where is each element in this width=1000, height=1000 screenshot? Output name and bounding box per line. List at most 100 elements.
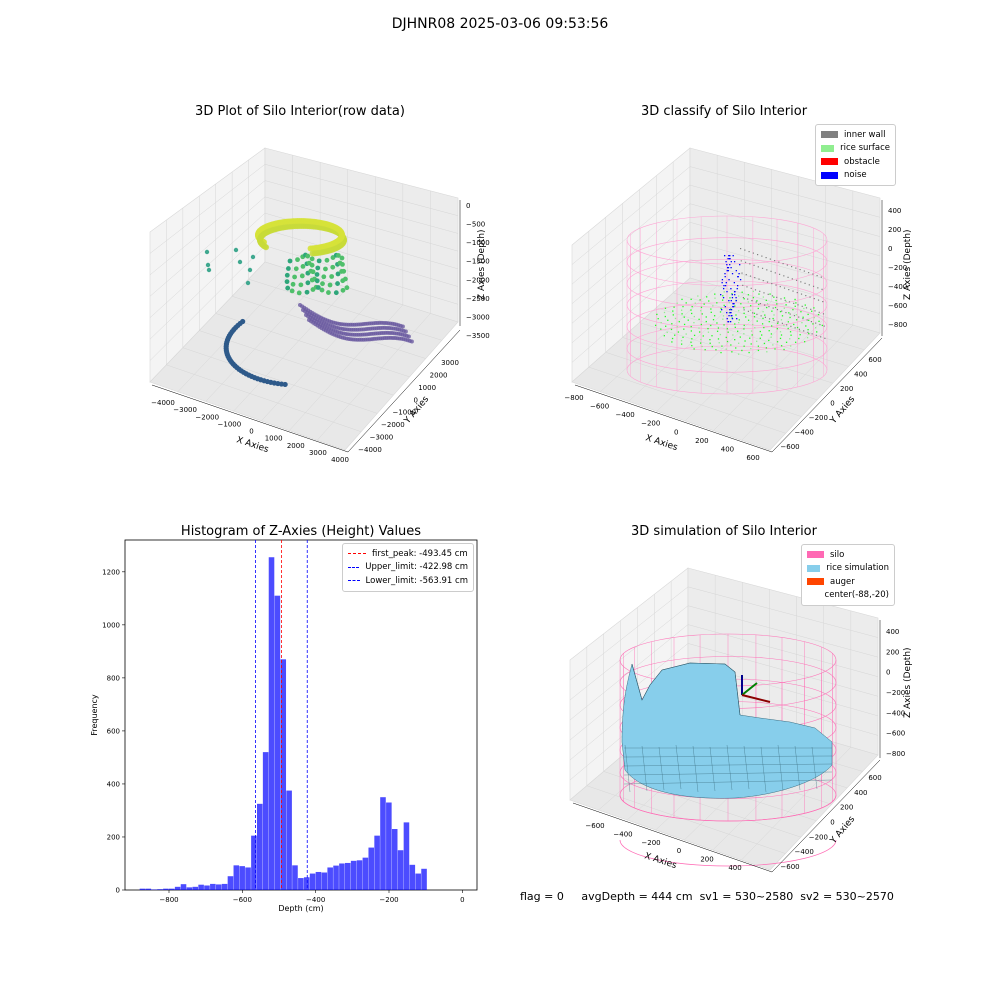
point: [777, 321, 779, 323]
point: [237, 259, 243, 265]
point: [731, 351, 733, 353]
point: [779, 310, 782, 313]
histogram-y-ticks: 0 200 400 600 800 1000 1200: [102, 568, 125, 895]
y-tick-label: 200: [840, 385, 853, 393]
grid-classify: [571, 155, 881, 441]
x-tick-label: −200: [641, 420, 660, 428]
center-axes-glyph: [741, 675, 771, 703]
y-tick-label: 2000: [430, 371, 448, 379]
legend-label: first_peak: -493.45 cm: [372, 548, 468, 559]
point: [734, 339, 736, 341]
y-tick-label: −4000: [358, 446, 382, 454]
point: [729, 258, 731, 260]
point: [310, 269, 316, 275]
legend-swatch: [821, 144, 835, 152]
point: [743, 328, 745, 330]
point: [796, 292, 798, 294]
point: [747, 310, 749, 312]
point: [785, 341, 788, 343]
point: [737, 276, 739, 278]
point: [734, 294, 736, 296]
histogram-bar: [350, 860, 357, 890]
point: [726, 312, 728, 314]
legend-item-noise: noise: [821, 169, 890, 183]
point: [723, 288, 725, 290]
point: [714, 293, 716, 295]
point: [802, 318, 804, 320]
point: [775, 284, 777, 286]
point: [300, 264, 306, 269]
point: [790, 334, 792, 336]
legend-simulation: silo rice simulation auger center(-88,-2…: [801, 544, 895, 606]
point: [736, 285, 739, 287]
histogram-bar: [415, 873, 421, 890]
legend-swatch: [807, 551, 824, 559]
point: [771, 295, 774, 297]
point: [717, 327, 720, 329]
point: [761, 255, 763, 257]
point: [333, 290, 339, 296]
point: [747, 298, 749, 300]
point: [788, 312, 790, 314]
point: [706, 296, 708, 298]
point: [693, 334, 696, 337]
point: [785, 300, 787, 303]
point: [720, 294, 722, 296]
point: [702, 335, 704, 337]
point: [233, 247, 239, 253]
point: [656, 313, 658, 316]
histogram-bar: [286, 790, 292, 890]
legend-classify: inner wall rice surface obstacle noise: [815, 124, 896, 186]
point: [335, 281, 340, 286]
points-classify: [654, 248, 826, 355]
panel-histogram: −800 −600 −400 −200 0 020040060080010001200 …: [90, 539, 478, 913]
point: [801, 322, 803, 324]
point: [321, 274, 327, 280]
point: [664, 315, 666, 318]
status-line: flag = 0 avgDepth = 444 cm sv1 = 530~258…: [520, 890, 894, 903]
point: [794, 298, 796, 301]
point: [752, 252, 754, 254]
x-tick-label: 1000: [265, 435, 283, 443]
point: [305, 253, 311, 259]
point: [808, 319, 810, 321]
mesh-line: [743, 745, 750, 790]
point: [323, 266, 328, 272]
point: [700, 310, 702, 312]
point: [758, 278, 760, 280]
point: [320, 281, 325, 287]
point: [808, 332, 810, 335]
point: [810, 308, 812, 310]
point: [816, 331, 818, 333]
point: [766, 269, 768, 271]
point: [340, 287, 346, 293]
point: [340, 262, 345, 267]
point: [751, 300, 753, 302]
title-histogram: Histogram of Z-Axies (Height) Values: [180, 524, 422, 539]
point: [673, 306, 675, 308]
x-tick-label: 0: [460, 896, 464, 904]
point: [819, 324, 821, 326]
point: [309, 250, 316, 257]
silo-front-ring: [619, 839, 837, 867]
histogram-bar: [163, 888, 169, 890]
point: [298, 282, 304, 288]
point: [690, 309, 692, 311]
histogram-bar: [151, 889, 157, 890]
mesh-line: [794, 745, 801, 791]
point: [786, 264, 788, 266]
point: [768, 320, 770, 323]
legend-swatch: [807, 564, 821, 572]
point: [721, 279, 724, 281]
point: [812, 273, 814, 275]
point: [680, 309, 683, 311]
point: [761, 334, 763, 336]
point: [804, 282, 806, 284]
point: [795, 314, 798, 316]
point: [822, 313, 825, 315]
histogram-bar: [221, 883, 228, 890]
x-tick-label: 200: [700, 856, 713, 864]
point: [663, 335, 665, 337]
legend-item-rice-surface: rice surface: [821, 142, 890, 156]
